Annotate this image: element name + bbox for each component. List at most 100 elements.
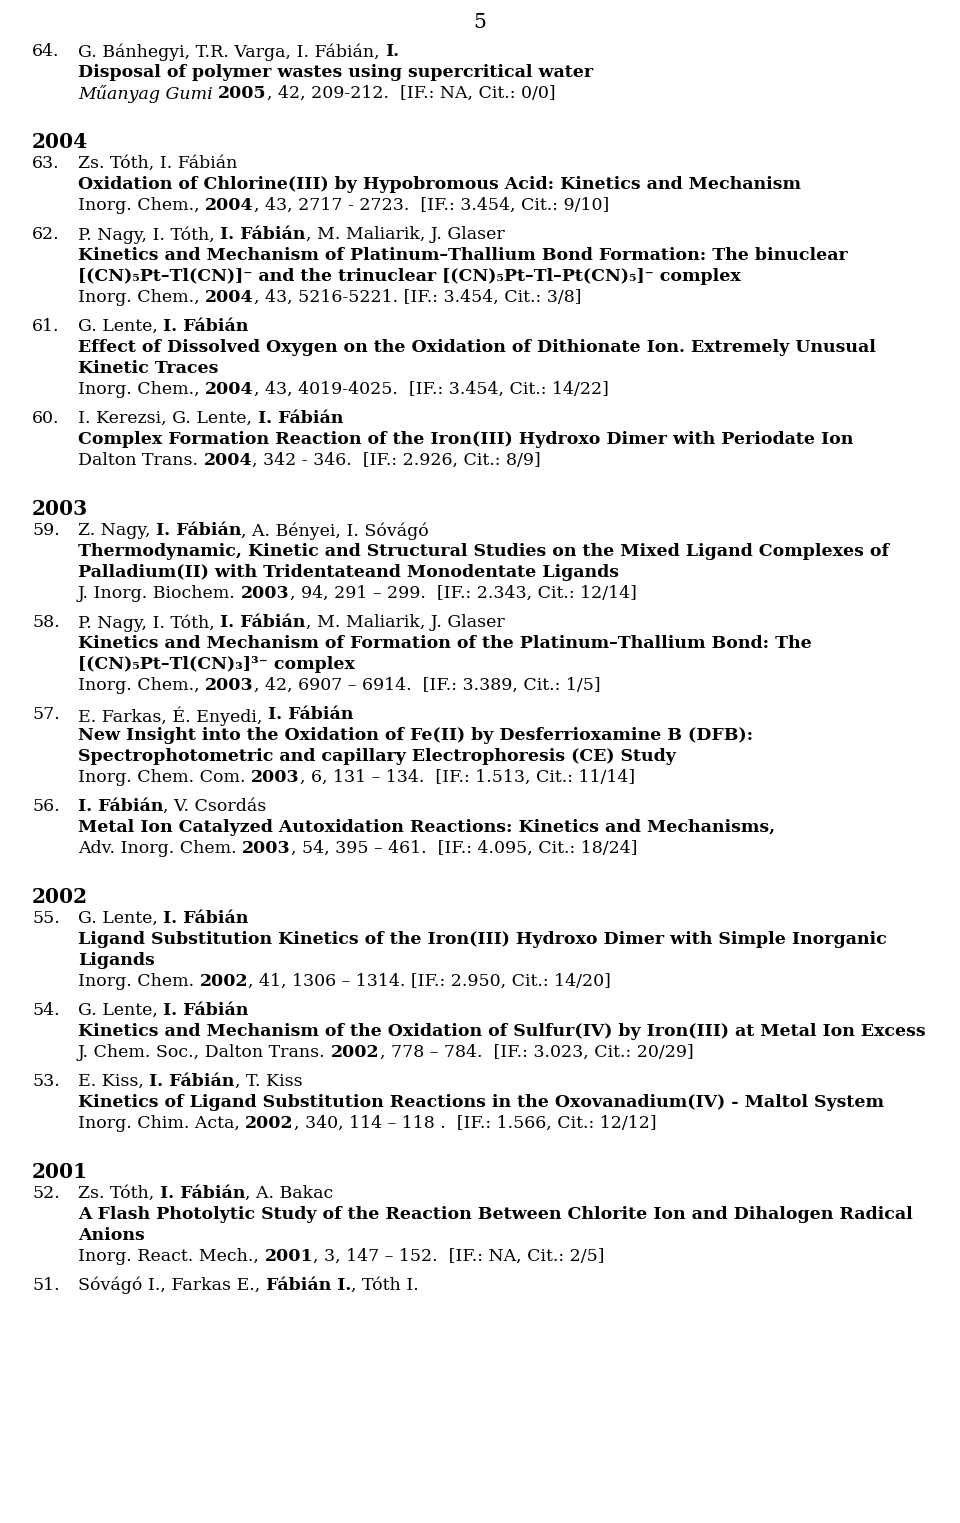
Text: Inorg. Chem.,: Inorg. Chem., xyxy=(78,381,205,398)
Text: Sóvágó I., Farkas E.,: Sóvágó I., Farkas E., xyxy=(78,1276,266,1295)
Text: Inorg. Chem.: Inorg. Chem. xyxy=(78,973,200,990)
Text: , M. Maliarik, J. Glaser: , M. Maliarik, J. Glaser xyxy=(305,225,504,244)
Text: Kinetics of Ligand Substitution Reactions in the Oxovanadium(IV) - Maltol System: Kinetics of Ligand Substitution Reaction… xyxy=(78,1094,884,1110)
Text: 2004: 2004 xyxy=(32,133,88,152)
Text: [(CN)₅Pt–Tl(CN)]⁻ and the trinuclear [(CN)₅Pt–Tl–Pt(CN)₅]⁻ complex: [(CN)₅Pt–Tl(CN)]⁻ and the trinuclear [(C… xyxy=(78,268,741,285)
Text: , 43, 4019-4025.  [IF.: 3.454, Cit.: 14/22]: , 43, 4019-4025. [IF.: 3.454, Cit.: 14/2… xyxy=(253,381,609,398)
Text: Ligand Substitution Kinetics of the Iron(III) Hydroxo Dimer with Simple Inorgani: Ligand Substitution Kinetics of the Iron… xyxy=(78,931,887,947)
Text: 59.: 59. xyxy=(32,522,60,539)
Text: I. Fábián: I. Fábián xyxy=(257,410,343,426)
Text: E. Kiss,: E. Kiss, xyxy=(78,1074,150,1090)
Text: 2004: 2004 xyxy=(205,289,253,306)
Text: G. Lente,: G. Lente, xyxy=(78,1002,163,1019)
Text: , Tóth I.: , Tóth I. xyxy=(351,1276,419,1295)
Text: Inorg. Chem.,: Inorg. Chem., xyxy=(78,196,205,215)
Text: 2004: 2004 xyxy=(205,381,253,398)
Text: 2003: 2003 xyxy=(241,585,290,602)
Text: 57.: 57. xyxy=(32,707,60,723)
Text: , 42, 209-212.  [IF.: NA, Cit.: 0/0]: , 42, 209-212. [IF.: NA, Cit.: 0/0] xyxy=(267,85,556,102)
Text: Zs. Tóth, I. Fábián: Zs. Tóth, I. Fábián xyxy=(78,155,237,172)
Text: , 54, 395 – 461.  [IF.: 4.095, Cit.: 18/24]: , 54, 395 – 461. [IF.: 4.095, Cit.: 18/2… xyxy=(291,841,637,857)
Text: Zs. Tóth,: Zs. Tóth, xyxy=(78,1185,159,1202)
Text: Ligands: Ligands xyxy=(78,952,155,969)
Text: 56.: 56. xyxy=(32,798,60,815)
Text: Inorg. Chim. Acta,: Inorg. Chim. Acta, xyxy=(78,1115,246,1132)
Text: I. Fábián: I. Fábián xyxy=(150,1074,235,1090)
Text: 2003: 2003 xyxy=(242,841,291,857)
Text: , 340, 114 – 118 .  [IF.: 1.566, Cit.: 12/12]: , 340, 114 – 118 . [IF.: 1.566, Cit.: 12… xyxy=(294,1115,657,1132)
Text: Anions: Anions xyxy=(78,1228,145,1244)
Text: 2002: 2002 xyxy=(32,886,88,908)
Text: P. Nagy, I. Tóth,: P. Nagy, I. Tóth, xyxy=(78,614,220,632)
Text: , 94, 291 – 299.  [IF.: 2.343, Cit.: 12/14]: , 94, 291 – 299. [IF.: 2.343, Cit.: 12/1… xyxy=(290,585,636,602)
Text: Kinetic Traces: Kinetic Traces xyxy=(78,359,218,378)
Text: 2001: 2001 xyxy=(264,1247,313,1266)
Text: 54.: 54. xyxy=(32,1002,60,1019)
Text: I. Fábián: I. Fábián xyxy=(163,318,249,335)
Text: Műanyag Gumi: Műanyag Gumi xyxy=(78,85,218,104)
Text: Inorg. Chem.,: Inorg. Chem., xyxy=(78,289,205,306)
Text: , A. Bakac: , A. Bakac xyxy=(245,1185,333,1202)
Text: 62.: 62. xyxy=(32,225,60,244)
Text: , 342 - 346.  [IF.: 2.926, Cit.: 8/9]: , 342 - 346. [IF.: 2.926, Cit.: 8/9] xyxy=(252,452,540,469)
Text: Kinetics and Mechanism of the Oxidation of Sulfur(IV) by Iron(III) at Metal Ion : Kinetics and Mechanism of the Oxidation … xyxy=(78,1023,925,1040)
Text: I. Fábián: I. Fábián xyxy=(163,911,249,928)
Text: Thermodynamic, Kinetic and Structural Studies on the Mixed Ligand Complexes of: Thermodynamic, Kinetic and Structural St… xyxy=(78,544,889,560)
Text: G. Bánhegyi, T.R. Varga, I. Fábián,: G. Bánhegyi, T.R. Varga, I. Fábián, xyxy=(78,43,385,61)
Text: , 6, 131 – 134.  [IF.: 1.513, Cit.: 11/14]: , 6, 131 – 134. [IF.: 1.513, Cit.: 11/14… xyxy=(300,769,635,786)
Text: 2004: 2004 xyxy=(204,452,252,469)
Text: Kinetics and Mechanism of Formation of the Platinum–Thallium Bond: The: Kinetics and Mechanism of Formation of t… xyxy=(78,635,812,652)
Text: 2003: 2003 xyxy=(32,500,88,519)
Text: [(CN)₅Pt–Tl(CN)₃]³⁻ complex: [(CN)₅Pt–Tl(CN)₃]³⁻ complex xyxy=(78,656,355,673)
Text: I. Fábián: I. Fábián xyxy=(156,522,241,539)
Text: Inorg. Chem. Com.: Inorg. Chem. Com. xyxy=(78,769,251,786)
Text: Z. Nagy,: Z. Nagy, xyxy=(78,522,156,539)
Text: 51.: 51. xyxy=(32,1276,60,1295)
Text: New Insight into the Oxidation of Fe(II) by Desferrioxamine B (DFB):: New Insight into the Oxidation of Fe(II)… xyxy=(78,726,754,745)
Text: Disposal of polymer wastes using supercritical water: Disposal of polymer wastes using supercr… xyxy=(78,64,593,81)
Text: Effect of Dissolved Oxygen on the Oxidation of Dithionate Ion. Extremely Unusual: Effect of Dissolved Oxygen on the Oxidat… xyxy=(78,340,876,356)
Text: I. Fábián: I. Fábián xyxy=(163,1002,249,1019)
Text: 2003: 2003 xyxy=(251,769,300,786)
Text: Fábián I.: Fábián I. xyxy=(266,1276,351,1295)
Text: , 3, 147 – 152.  [IF.: NA, Cit.: 2/5]: , 3, 147 – 152. [IF.: NA, Cit.: 2/5] xyxy=(313,1247,605,1266)
Text: G. Lente,: G. Lente, xyxy=(78,911,163,928)
Text: A Flash Photolytic Study of the Reaction Between Chlorite Ion and Dihalogen Radi: A Flash Photolytic Study of the Reaction… xyxy=(78,1206,913,1223)
Text: Spectrophotometric and capillary Electrophoresis (CE) Study: Spectrophotometric and capillary Electro… xyxy=(78,748,676,765)
Text: I. Kerezsi, G. Lente,: I. Kerezsi, G. Lente, xyxy=(78,410,257,426)
Text: 2004: 2004 xyxy=(205,196,253,215)
Text: , T. Kiss: , T. Kiss xyxy=(235,1074,302,1090)
Text: 64.: 64. xyxy=(32,43,60,59)
Text: J. Chem. Soc., Dalton Trans.: J. Chem. Soc., Dalton Trans. xyxy=(78,1043,331,1062)
Text: 58.: 58. xyxy=(32,614,60,631)
Text: , M. Maliarik, J. Glaser: , M. Maliarik, J. Glaser xyxy=(305,614,504,631)
Text: 2002: 2002 xyxy=(200,973,248,990)
Text: I. Fábián: I. Fábián xyxy=(78,798,163,815)
Text: , V. Csordás: , V. Csordás xyxy=(163,798,267,815)
Text: Dalton Trans.: Dalton Trans. xyxy=(78,452,204,469)
Text: I. Fábián: I. Fábián xyxy=(220,614,305,631)
Text: 2002: 2002 xyxy=(331,1043,379,1062)
Text: 2002: 2002 xyxy=(246,1115,294,1132)
Text: Inorg. Chem.,: Inorg. Chem., xyxy=(78,678,205,694)
Text: I. Fábián: I. Fábián xyxy=(159,1185,245,1202)
Text: J. Inorg. Biochem.: J. Inorg. Biochem. xyxy=(78,585,241,602)
Text: , A. Bényei, I. Sóvágó: , A. Bényei, I. Sóvágó xyxy=(241,522,429,539)
Text: 55.: 55. xyxy=(32,911,60,928)
Text: 60.: 60. xyxy=(32,410,60,426)
Text: 2003: 2003 xyxy=(205,678,253,694)
Text: 2001: 2001 xyxy=(32,1162,88,1182)
Text: 61.: 61. xyxy=(32,318,60,335)
Text: I. Fábián: I. Fábián xyxy=(268,707,353,723)
Text: Oxidation of Chlorine(III) by Hypobromous Acid: Kinetics and Mechanism: Oxidation of Chlorine(III) by Hypobromou… xyxy=(78,177,801,193)
Text: I. Fábián: I. Fábián xyxy=(220,225,305,244)
Text: , 43, 5216-5221. [IF.: 3.454, Cit.: 3/8]: , 43, 5216-5221. [IF.: 3.454, Cit.: 3/8] xyxy=(253,289,581,306)
Text: 53.: 53. xyxy=(32,1074,60,1090)
Text: 63.: 63. xyxy=(32,155,60,172)
Text: 52.: 52. xyxy=(32,1185,60,1202)
Text: I.: I. xyxy=(385,43,399,59)
Text: , 43, 2717 - 2723.  [IF.: 3.454, Cit.: 9/10]: , 43, 2717 - 2723. [IF.: 3.454, Cit.: 9/… xyxy=(253,196,609,215)
Text: P. Nagy, I. Tóth,: P. Nagy, I. Tóth, xyxy=(78,225,220,244)
Text: Inorg. React. Mech.,: Inorg. React. Mech., xyxy=(78,1247,264,1266)
Text: Metal Ion Catalyzed Autoxidation Reactions: Kinetics and Mechanisms,: Metal Ion Catalyzed Autoxidation Reactio… xyxy=(78,819,776,836)
